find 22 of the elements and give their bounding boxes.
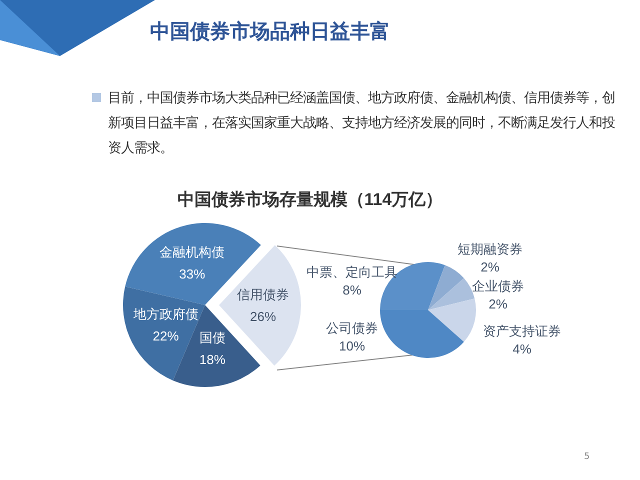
slice-label: 地方政府债 — [132, 306, 198, 322]
slice-label: 金融机构债 — [160, 244, 225, 260]
data-label: 26% — [250, 308, 276, 324]
chart-title: 中国债券市场存量规模（114万亿） — [177, 190, 443, 209]
data-label: 8% — [342, 282, 362, 298]
slice-label: 信用债券 — [237, 286, 289, 302]
data-label: 2% — [480, 260, 500, 274]
data-label: 2% — [488, 296, 508, 312]
slice-label: 公司债券 — [326, 320, 378, 336]
slice-label: 企业债券 — [472, 278, 524, 294]
data-label: 4% — [512, 342, 532, 356]
text: 5 — [584, 452, 590, 462]
slice-label: 国债 — [199, 330, 226, 345]
data-label: 10% — [338, 338, 366, 354]
data-label: 22% — [152, 328, 180, 344]
text: 目前，中国债券市场大类品种已经涵盖国债、地方政府债、金融机构债、信用债券等，创新项目日益丰富，在落实国家重大战略、支持地方经济发展的同时，不断满足发行人和投资人需求。 — [108, 90, 616, 158]
slice-label: 资产支持证券 — [483, 324, 561, 338]
slice-label: 中票、定向工具 — [306, 264, 398, 280]
data-label: 33% — [179, 266, 206, 282]
slice-label: 短期融资券 — [458, 242, 522, 256]
data-label: 18% — [199, 352, 226, 367]
text: 中国债券市场品种日益丰富 — [150, 18, 390, 45]
